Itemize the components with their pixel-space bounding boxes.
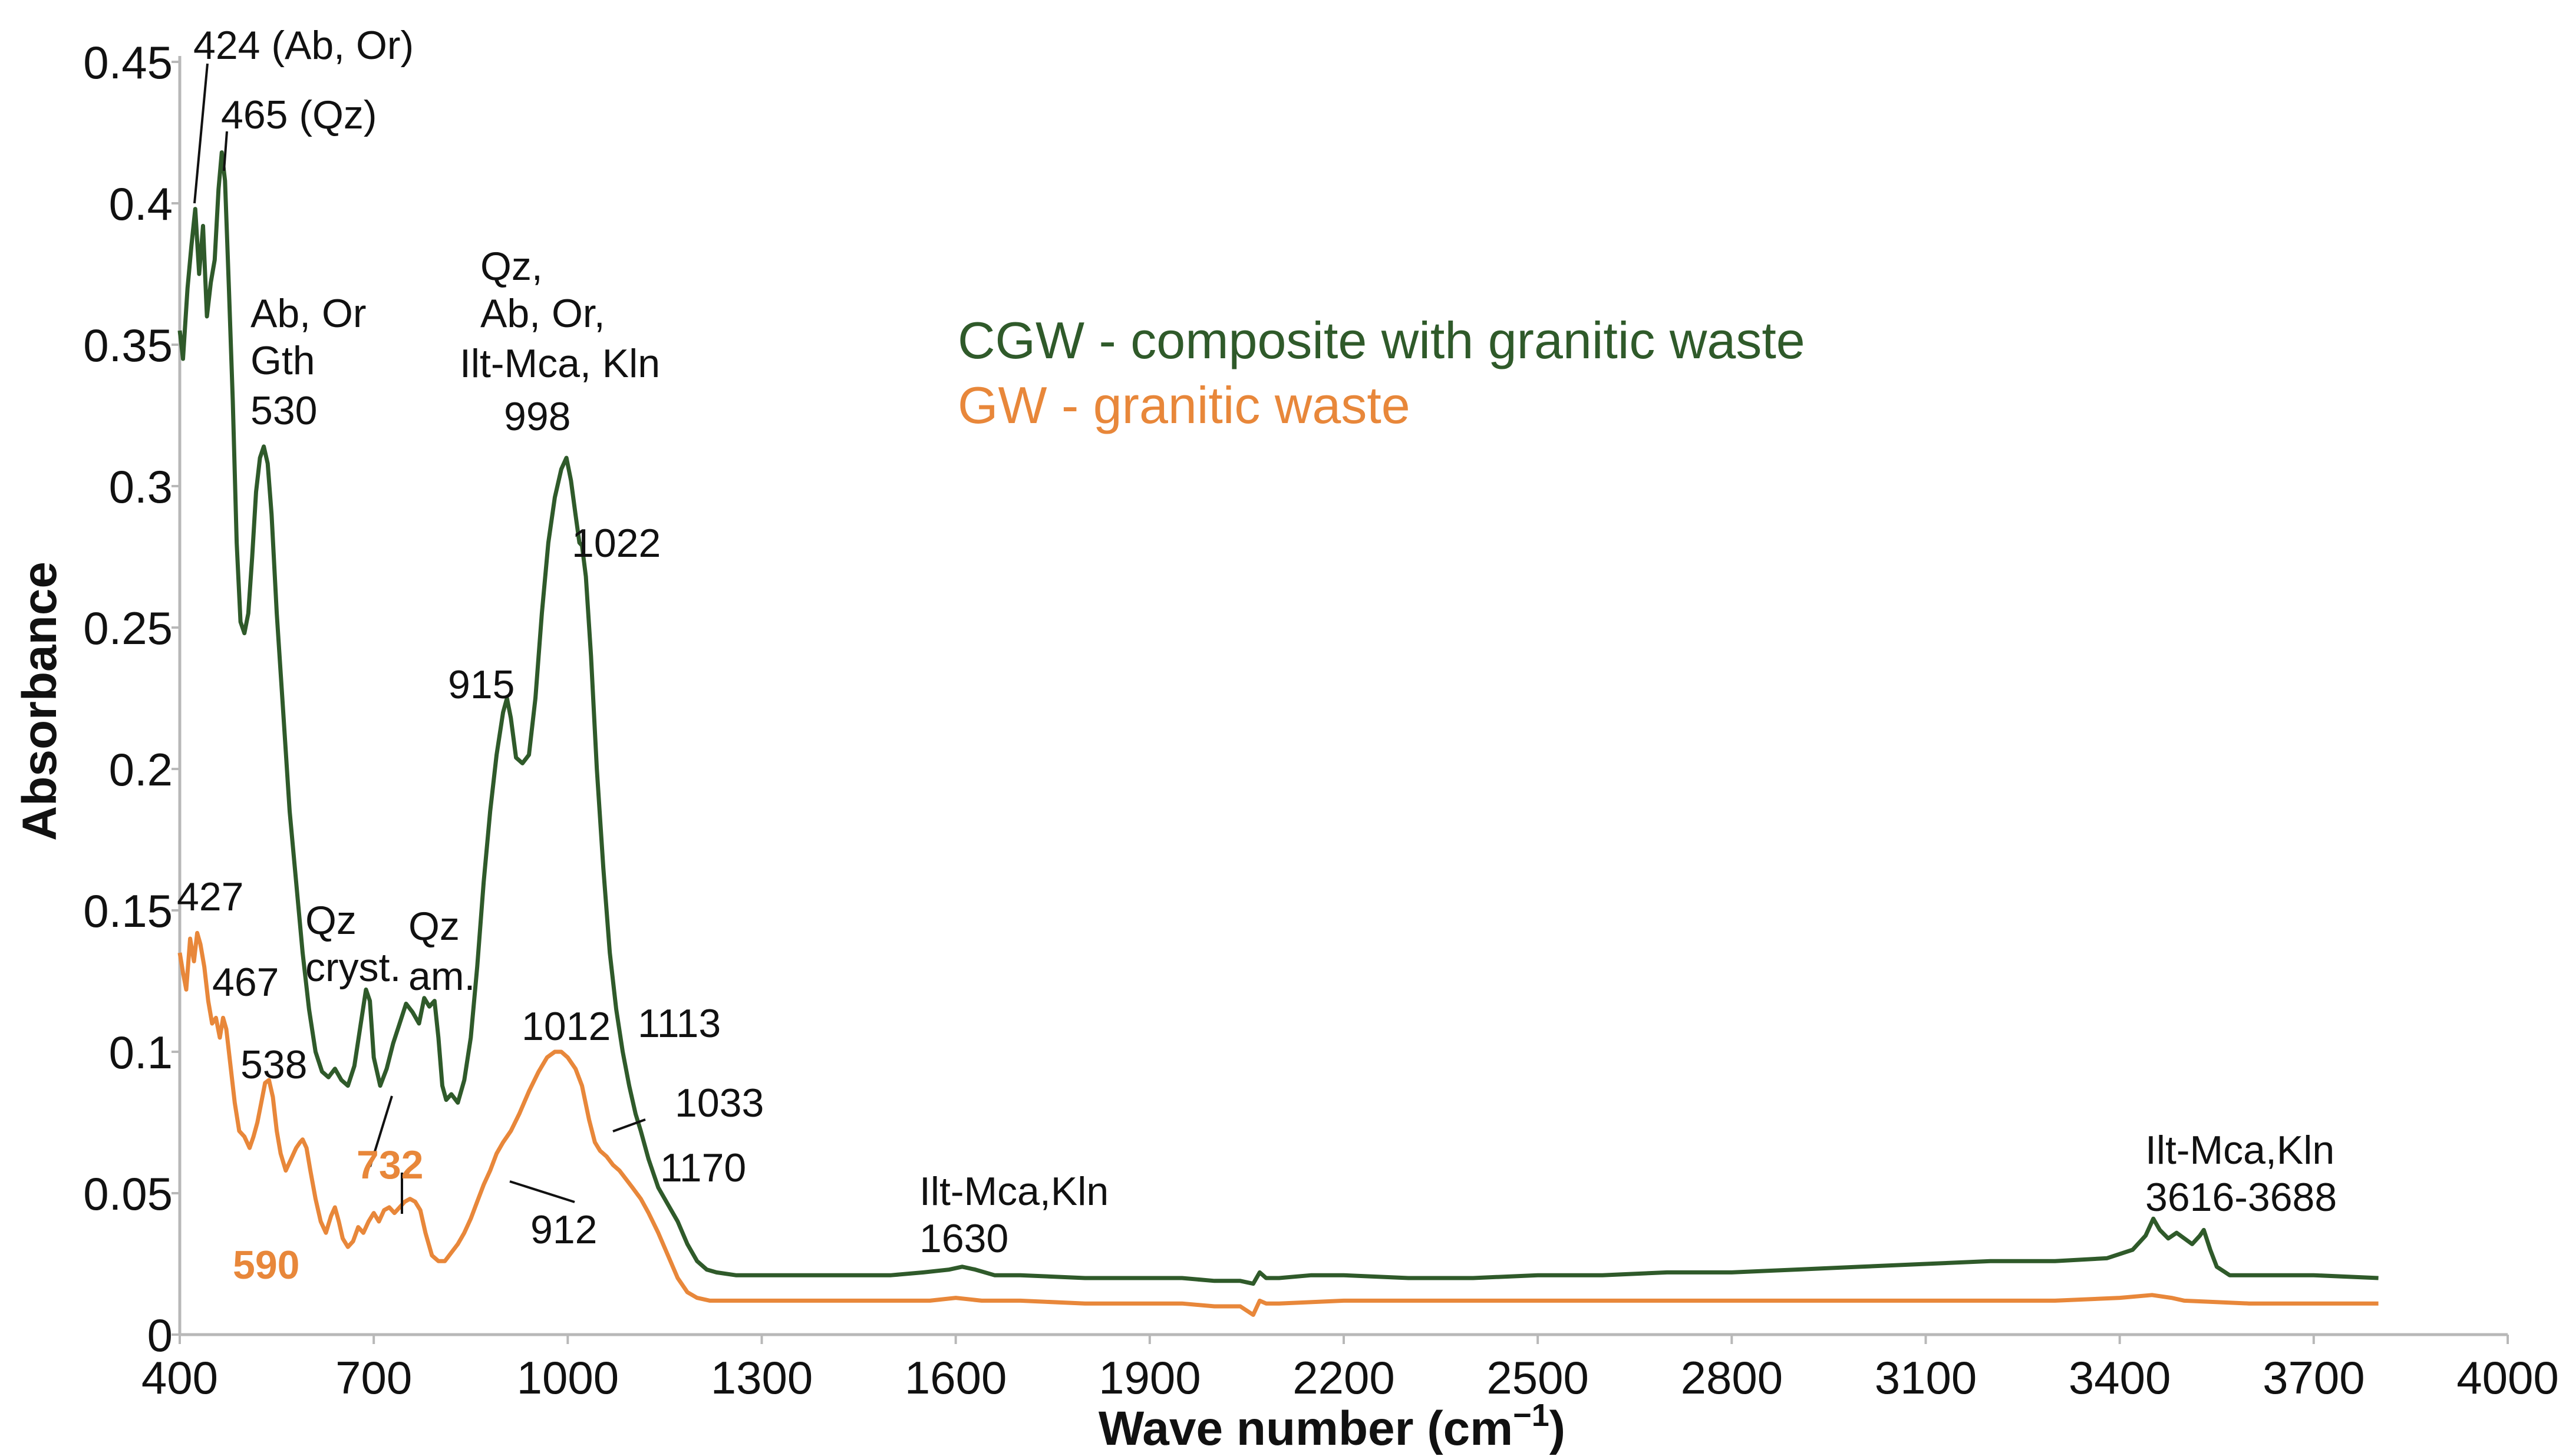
annotation-label: 427 xyxy=(177,874,243,919)
y-tick-label: 0.4 xyxy=(109,178,173,230)
annotation-label: 1022 xyxy=(572,521,661,566)
annotation-label: Ilt-Mca,Kln xyxy=(919,1169,1109,1214)
annotation-label: 1113 xyxy=(638,1001,721,1046)
annotation-label: Ilt-Mca,Kln xyxy=(2145,1128,2334,1173)
x-axis-title-unit-sup: −1 xyxy=(1513,1398,1549,1433)
x-axis-title-text: Wave number (cm xyxy=(1099,1402,1513,1455)
y-tick-label: 0.2 xyxy=(109,744,173,795)
series-line-gw xyxy=(177,930,2379,1317)
series-line-cgw xyxy=(177,150,2379,1286)
x-tick-label: 2500 xyxy=(1486,1352,1589,1404)
x-tick-label: 400 xyxy=(141,1352,218,1404)
annotation-leader-line xyxy=(223,131,228,171)
annotation-leader-lines xyxy=(193,63,646,1214)
annotation-label: Gth xyxy=(250,338,315,383)
annotation-label: am. xyxy=(408,954,475,999)
x-tick-label: 1000 xyxy=(517,1352,619,1404)
annotation-label: 1033 xyxy=(675,1081,764,1125)
annotation-label: cryst. xyxy=(305,945,401,990)
annotation-label: 424 (Ab, Or) xyxy=(193,23,414,68)
x-axis-ticks: 400 700 1000 1300 1600 1900 2200 2500 2800 3100 34… xyxy=(141,1335,2559,1404)
annotation-label: 530 xyxy=(250,388,317,433)
y-tick-label: 0 xyxy=(147,1309,173,1361)
annotation-label: 912 xyxy=(530,1207,597,1252)
annotation-label: 467 xyxy=(212,960,279,1005)
x-tick-label: 1300 xyxy=(711,1352,813,1404)
y-axis-title: Absorbance xyxy=(13,562,67,841)
y-tick-label: 0.35 xyxy=(83,319,173,371)
x-tick-label: 700 xyxy=(335,1352,412,1404)
annotation-label: Ab, Or xyxy=(250,291,367,336)
y-axis-ticks: 0 0.05 0.1 0.15 0.2 0.25 0.3 0.35 0.4 0.45 xyxy=(83,37,180,1361)
annotation-label: Qz xyxy=(408,904,460,949)
x-tick-label: 4000 xyxy=(2456,1352,2559,1404)
x-tick-label: 3100 xyxy=(1875,1352,1977,1404)
x-tick-label: 2800 xyxy=(1681,1352,1783,1404)
annotation-label: Qz xyxy=(305,898,357,943)
x-tick-label: 3400 xyxy=(2069,1352,2171,1404)
annotation-label: Ilt-Mca, Kln xyxy=(460,341,660,386)
x-tick-label: 1900 xyxy=(1099,1352,1201,1404)
annotation-leader-line xyxy=(193,63,209,204)
annotation-label: 3616-3688 xyxy=(2145,1175,2337,1220)
annotation-label: 1630 xyxy=(919,1216,1008,1261)
annotation-leader-line xyxy=(369,1095,393,1167)
annotation-label: 998 xyxy=(504,394,570,439)
annotation-leader-line xyxy=(509,1180,575,1203)
annotation-label: 915 xyxy=(448,662,515,707)
y-tick-label: 0.15 xyxy=(83,885,173,937)
x-axis-title-close: ) xyxy=(1549,1402,1565,1455)
x-tick-label: 3700 xyxy=(2263,1352,2365,1404)
annotation-label: 732 xyxy=(357,1143,423,1187)
x-tick-label: 1600 xyxy=(905,1352,1007,1404)
peak-annotations: 424 (Ab, Or) 465 (Qz) Ab, Or Gth 530 Qz,… xyxy=(177,23,2337,1287)
x-tick-label: 2200 xyxy=(1292,1352,1395,1404)
y-tick-label: 0.25 xyxy=(83,602,173,654)
y-tick-label: 0.3 xyxy=(109,461,173,513)
annotation-label: Ab, Or, xyxy=(480,291,605,336)
legend-entry-cgw: CGW - composite with granitic waste xyxy=(958,311,1805,369)
annotation-label: 538 xyxy=(240,1042,307,1087)
legend-entry-gw: GW - granitic waste xyxy=(958,376,1410,434)
annotation-label: Qz, xyxy=(480,244,543,289)
y-tick-label: 0.05 xyxy=(83,1168,173,1220)
annotation-label: 1012 xyxy=(522,1004,611,1049)
annotation-label: 1170 xyxy=(660,1145,746,1190)
y-tick-label: 0.1 xyxy=(109,1026,173,1078)
annotation-label: 465 (Qz) xyxy=(221,93,377,137)
x-axis-title: Wave number (cm−1) xyxy=(1099,1398,1565,1455)
annotation-label: 590 xyxy=(233,1243,299,1287)
y-tick-label: 0.45 xyxy=(83,37,173,88)
annotation-leader-line xyxy=(612,1118,646,1133)
